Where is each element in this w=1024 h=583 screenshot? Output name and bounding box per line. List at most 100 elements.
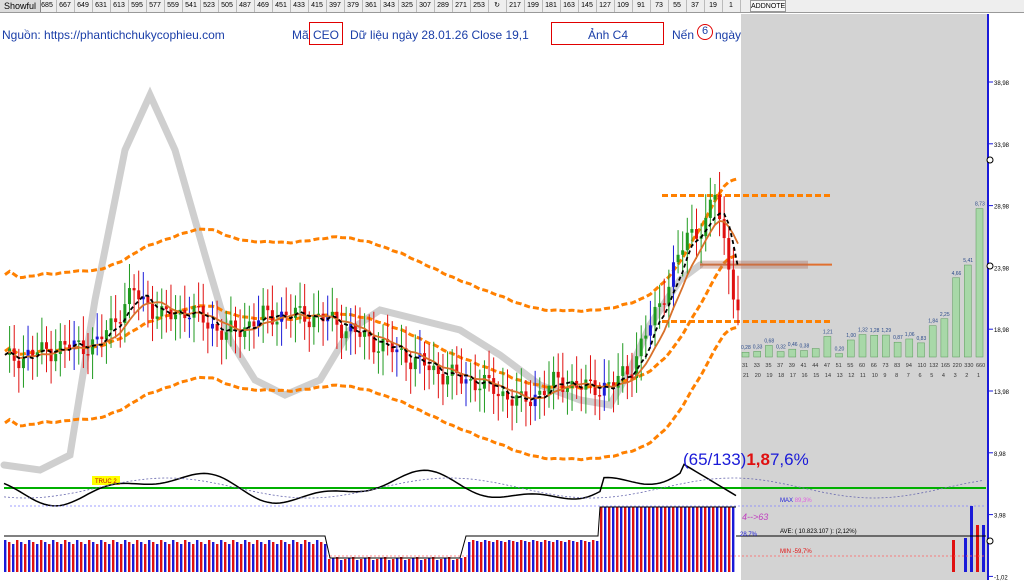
toolbar-cell[interactable]: 217 xyxy=(506,0,525,12)
toolbar-cell[interactable]: 631 xyxy=(92,0,111,12)
axis-marker-mid xyxy=(986,262,994,270)
candle-body xyxy=(464,379,468,384)
volume-bar xyxy=(424,559,427,572)
toolbar-cell[interactable]: 469 xyxy=(254,0,273,12)
toolbar-cell[interactable]: 415 xyxy=(308,0,327,12)
volume-bar xyxy=(356,560,359,572)
toolbar-cell[interactable]: 271 xyxy=(452,0,471,12)
volume-bar-forecast xyxy=(970,506,973,572)
candle-body xyxy=(335,311,339,325)
volume-bar xyxy=(576,542,579,572)
histogram-period: 15 xyxy=(813,373,819,379)
volume-bar xyxy=(336,557,339,572)
toolbar-cell[interactable]: 487 xyxy=(236,0,255,12)
addnote-button[interactable]: ADDNOTE xyxy=(750,0,786,12)
volume-bar xyxy=(556,540,559,572)
toolbar-cell[interactable]: 451 xyxy=(272,0,291,12)
toolbar-cell[interactable]: 379 xyxy=(344,0,363,12)
volume-bar xyxy=(176,542,179,572)
candle-body xyxy=(372,336,376,353)
volume-bar xyxy=(56,542,59,572)
volume-bar xyxy=(628,507,631,572)
toolbar-cell[interactable]: 685 xyxy=(38,0,57,12)
volume-bar xyxy=(580,540,583,572)
toolbar-cell[interactable]: 307 xyxy=(416,0,435,12)
histogram-bar-label: 0,28 xyxy=(741,345,751,351)
toolbar-cell[interactable]: 37 xyxy=(686,0,705,12)
volume-bar xyxy=(552,542,555,572)
volume-bar xyxy=(108,544,111,572)
toolbar-cell[interactable]: 595 xyxy=(128,0,147,12)
ratio-text: (65/133)1,87,6% xyxy=(683,450,809,469)
candle-body xyxy=(584,379,588,390)
volume-bar xyxy=(612,507,615,572)
toolbar-cell[interactable]: 253 xyxy=(470,0,489,12)
histogram-count: 94 xyxy=(906,363,912,369)
volume-bar xyxy=(620,507,623,572)
toolbar-cell[interactable]: 73 xyxy=(650,0,669,12)
toolbar-cell[interactable]: 559 xyxy=(164,0,183,12)
toolbar-cell[interactable]: 181 xyxy=(542,0,561,12)
moving-average-black-dashed xyxy=(4,212,739,401)
volume-bar xyxy=(548,541,551,572)
volume-bar xyxy=(192,544,195,572)
toolbar-cell[interactable]: 505 xyxy=(218,0,237,12)
toolbar-cell[interactable]: 577 xyxy=(146,0,165,12)
candle-body xyxy=(612,382,616,388)
toolbar-cell[interactable]: 127 xyxy=(596,0,615,12)
candle-body xyxy=(418,353,422,358)
toolbar-cell[interactable]: 667 xyxy=(56,0,75,12)
toolbar-cell[interactable]: 523 xyxy=(200,0,219,12)
volume-bar xyxy=(464,557,467,572)
volume-bar xyxy=(560,541,563,572)
candle-body xyxy=(455,364,459,374)
toolbar-cell[interactable]: 325 xyxy=(398,0,417,12)
volume-bar xyxy=(516,542,519,572)
toolbar-cell[interactable]: 1 xyxy=(722,0,741,12)
candle-body xyxy=(63,341,67,345)
histogram-bar-label: 0,46 xyxy=(788,342,798,348)
volume-bar xyxy=(428,558,431,572)
toolbar-cell[interactable]: 361 xyxy=(362,0,381,12)
source-link[interactable]: https://phantichchukycophieu.com xyxy=(44,28,225,42)
candle-body xyxy=(625,366,629,375)
volume-bar xyxy=(608,507,611,572)
volume-bar xyxy=(692,507,695,572)
toolbar-cell[interactable]: 91 xyxy=(632,0,651,12)
candle-body xyxy=(556,371,560,378)
volume-bar xyxy=(172,540,175,572)
middle-band xyxy=(4,253,739,390)
volume-bar xyxy=(644,507,647,572)
volume-bar xyxy=(100,540,103,572)
truc-label-bg xyxy=(92,476,120,485)
ave-label: AVE: ( 10.823.107 ): (2,12%) xyxy=(780,529,857,535)
histogram-bar xyxy=(928,325,937,358)
toolbar-cell[interactable]: 433 xyxy=(290,0,309,12)
toolbar-cell[interactable]: 199 xyxy=(524,0,543,12)
toolbar-cell[interactable]: 163 xyxy=(560,0,579,12)
toolbar-cell[interactable]: 145 xyxy=(578,0,597,12)
histogram-period: 11 xyxy=(860,373,866,379)
toolbar-cell[interactable]: 289 xyxy=(434,0,453,12)
volume-bar xyxy=(480,542,483,572)
histogram-bar-label: 0,83 xyxy=(917,336,927,342)
forecast-histogram: 0,2831210,3333200,6835190,3237180,463917… xyxy=(741,202,985,379)
volume-bar xyxy=(12,544,15,572)
volume-bar xyxy=(112,540,115,572)
toolbar-cell[interactable]: 649 xyxy=(74,0,93,12)
volume-bar xyxy=(412,558,415,572)
candle-body xyxy=(91,339,95,355)
toolbar-cell[interactable]: 397 xyxy=(326,0,345,12)
toolbar-cell[interactable]: 109 xyxy=(614,0,633,12)
volume-bar xyxy=(344,559,347,572)
candle-body xyxy=(344,331,348,339)
toolbar-cell[interactable]: 343 xyxy=(380,0,399,12)
volume-bar xyxy=(20,542,23,572)
toolbar-cell[interactable]: 541 xyxy=(182,0,201,12)
toolbar-cell[interactable]: 55 xyxy=(668,0,687,12)
tab-showful[interactable]: Showful xyxy=(0,0,42,12)
toolbar-cell[interactable]: 613 xyxy=(110,0,129,12)
histogram-period: 14 xyxy=(825,373,831,379)
toolbar-cell[interactable]: 19 xyxy=(704,0,723,12)
toolbar-cell[interactable]: ↻ xyxy=(488,0,507,12)
